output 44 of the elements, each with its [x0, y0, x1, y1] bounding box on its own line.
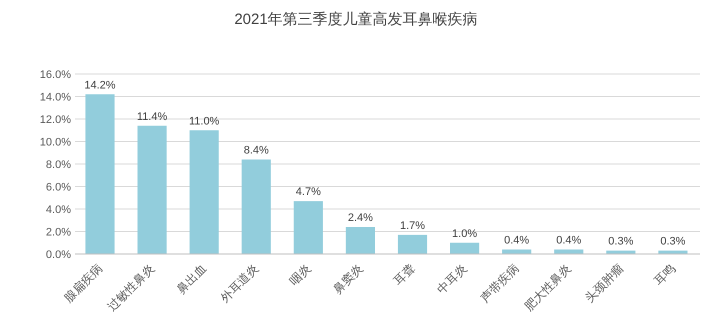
- data-label: 0.4%: [556, 234, 582, 246]
- x-tick-label: 咽炎: [286, 261, 314, 288]
- bar: [398, 234, 428, 254]
- y-tick-label: 6.0%: [46, 182, 72, 194]
- data-label: 4.7%: [296, 186, 322, 198]
- x-tick-label: 鼻窦炎: [330, 261, 366, 297]
- y-tick-label: 16.0%: [40, 69, 72, 81]
- bar: [242, 160, 271, 254]
- y-tick-label: 10.0%: [40, 136, 72, 148]
- x-tick-label: 腺扁疾病: [61, 261, 106, 306]
- x-tick-label: 头颈肿瘤: [582, 261, 626, 306]
- data-label: 0.4%: [504, 234, 530, 246]
- x-tick-label: 外耳道炎: [218, 261, 262, 306]
- chart-title: 2021年第三季度儿童高发耳鼻喉疾病: [234, 11, 478, 28]
- data-label: 11.4%: [136, 110, 168, 123]
- x-tick-label: 鼻出血: [174, 261, 210, 297]
- data-label: 1.7%: [400, 220, 426, 232]
- x-tick-label: 过敏性鼻炎: [104, 261, 158, 314]
- bar: [85, 94, 115, 254]
- data-label: 11.0%: [188, 115, 220, 128]
- y-tick-label: 0.0%: [46, 249, 72, 261]
- bar: [502, 250, 532, 254]
- data-label: 2.4%: [348, 212, 374, 224]
- y-tick-label: 2.0%: [46, 226, 72, 238]
- x-tick-label: 声带疾病: [478, 261, 522, 306]
- bar: [450, 242, 480, 254]
- data-label: 0.3%: [660, 236, 686, 248]
- bar: [554, 250, 584, 254]
- x-tick-label: 耳聋: [390, 261, 418, 288]
- y-tick-label: 12.0%: [40, 114, 72, 126]
- data-label: 14.2%: [84, 79, 116, 92]
- data-label: 1.0%: [452, 228, 478, 240]
- x-tick-label: 耳鸣: [651, 261, 678, 288]
- data-label: 0.3%: [608, 236, 634, 248]
- y-tick-label: 14.0%: [40, 92, 72, 104]
- bar: [294, 201, 323, 254]
- x-tick-label: 中耳炎: [434, 261, 470, 297]
- data-label: 8.4%: [244, 144, 269, 156]
- bar: [190, 130, 219, 254]
- bar: [346, 227, 375, 254]
- y-tick-label: 8.0%: [46, 159, 72, 171]
- bar: [138, 126, 167, 254]
- y-tick-label: 4.0%: [46, 204, 72, 216]
- x-tick-label: 肥大性鼻炎: [522, 261, 574, 314]
